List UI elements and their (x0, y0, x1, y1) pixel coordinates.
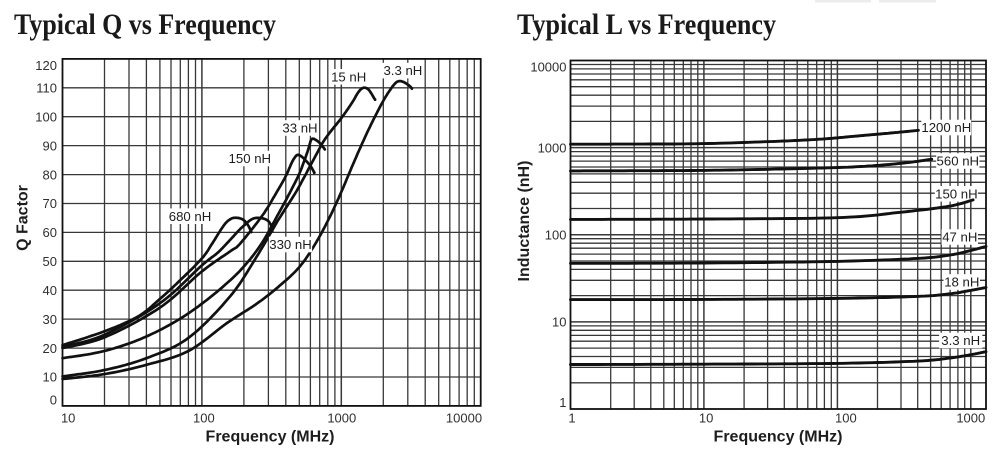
svg-text:30: 30 (43, 312, 57, 327)
svg-text:330 nH: 330 nH (269, 237, 312, 252)
svg-text:1: 1 (559, 395, 566, 410)
svg-text:100: 100 (193, 411, 215, 426)
svg-text:10: 10 (699, 411, 713, 426)
svg-text:33 nH: 33 nH (282, 121, 317, 136)
svg-text:90: 90 (43, 138, 57, 153)
svg-text:18 nH: 18 nH (944, 275, 979, 290)
svg-text:Inductance (nH): Inductance (nH) (516, 161, 533, 282)
svg-text:20: 20 (43, 341, 57, 356)
svg-text:15 nH: 15 nH (331, 69, 366, 84)
svg-text:70: 70 (43, 196, 57, 211)
svg-text:10000: 10000 (530, 60, 566, 75)
svg-text:1: 1 (568, 411, 575, 426)
svg-text:40: 40 (43, 283, 57, 298)
svg-text:Typical Q vs Frequency: Typical Q vs Frequency (14, 8, 276, 41)
svg-text:Frequency (MHz): Frequency (MHz) (206, 429, 335, 446)
svg-text:Frequency (MHz): Frequency (MHz) (714, 429, 843, 446)
svg-text:10: 10 (43, 370, 57, 385)
svg-text:10000: 10000 (446, 411, 482, 426)
svg-text:680 nH: 680 nH (169, 209, 212, 224)
svg-text:150 nH: 150 nH (229, 151, 272, 166)
svg-text:80: 80 (43, 167, 57, 182)
svg-text:1000: 1000 (538, 140, 567, 155)
svg-text:10: 10 (61, 411, 75, 426)
svg-text:47 nH: 47 nH (942, 230, 977, 245)
svg-text:100: 100 (545, 227, 567, 242)
svg-text:50: 50 (43, 254, 57, 269)
svg-text:1000: 1000 (956, 411, 985, 426)
svg-text:120: 120 (35, 58, 57, 73)
svg-text:150 nH: 150 nH (935, 186, 978, 201)
svg-text:3.3 nH: 3.3 nH (941, 333, 980, 348)
svg-text:100: 100 (835, 411, 857, 426)
svg-text:10: 10 (552, 315, 566, 330)
svg-text:0: 0 (50, 392, 57, 407)
svg-text:3.3 nH: 3.3 nH (383, 63, 422, 78)
svg-text:1000: 1000 (327, 411, 356, 426)
svg-text:60: 60 (43, 225, 57, 240)
svg-text:Q Factor: Q Factor (14, 185, 31, 251)
svg-text:110: 110 (36, 81, 57, 96)
svg-text:Typical L vs Frequency: Typical L vs Frequency (517, 8, 776, 41)
svg-text:100: 100 (35, 109, 57, 124)
svg-text:560 nH: 560 nH (937, 154, 980, 169)
svg-text:1200 nH: 1200 nH (921, 120, 971, 135)
